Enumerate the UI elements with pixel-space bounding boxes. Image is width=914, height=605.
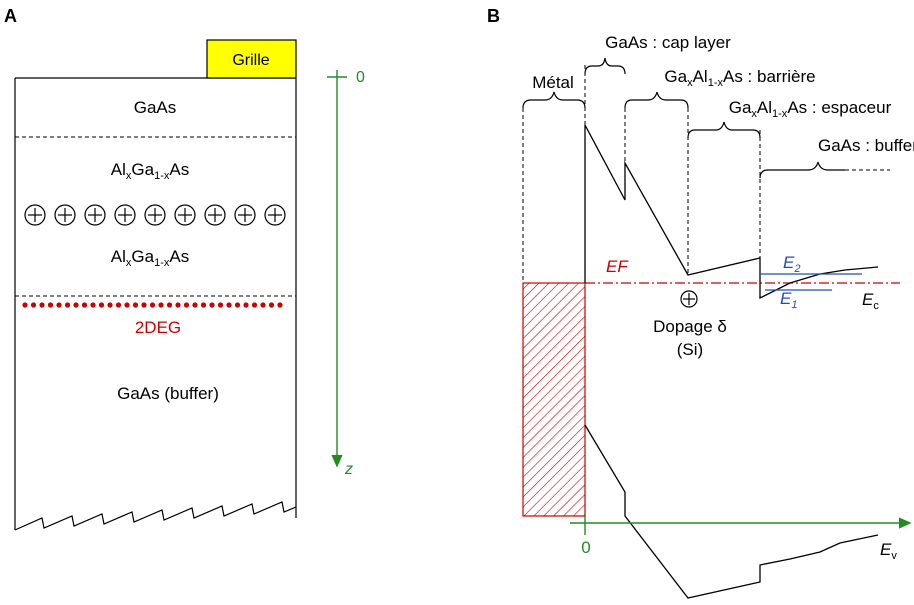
layer-gaas-cap: GaAs [134,98,177,117]
doping-label: Dopage δ [653,317,727,336]
layer-algaas-upper: AlxGa1-xAs [111,160,189,182]
z-axis-zero-label: 0 [356,69,365,86]
z-axis-label: z [344,461,353,478]
valence-band-edge [584,424,879,599]
electron-dot [98,302,105,308]
donor-ion [264,204,286,226]
electron-dot [268,302,275,308]
electron-dot [30,302,37,308]
subband-e2-label: E2 [783,253,800,275]
electron-dot [73,302,79,308]
electron-dot [141,302,147,308]
electron-dot [149,302,156,308]
barrier-label: GaxAl1-xAs : barrière [664,67,815,89]
electron-dot [56,302,62,308]
buffer-label: GaAs : buffer [818,136,914,155]
region-braces [522,57,845,179]
two-deg-dots [22,302,283,308]
donor-ion [54,204,76,226]
two-deg-label: 2DEG [135,318,181,337]
electron-dot [22,302,28,308]
layer-gaas-buffer: GaAs (buffer) [117,384,219,403]
electron-dot [158,302,164,308]
electron-dot [226,302,232,308]
layer-algaas-lower: AlxGa1-xAs [111,247,189,269]
electron-dot [47,302,54,308]
electron-dot [200,302,207,308]
region-boundaries [522,65,890,283]
donor-ion [84,204,106,226]
electron-dot [115,302,122,308]
valence-band-label: Ev [880,540,897,562]
gate-label: Grille [232,52,269,69]
cap-layer-label: GaAs : cap layer [605,33,731,52]
conduction-band-label: Ec [862,290,879,312]
donor-ion [24,204,46,226]
electron-dot [251,302,258,308]
electron-dot [277,302,283,308]
electron-dot [166,302,173,308]
delta-doping-donor [680,290,698,308]
donor-ion [174,204,196,226]
electron-dot [243,302,249,308]
donor-ion [234,204,256,226]
electron-dot [107,302,113,308]
electron-dot [175,302,181,308]
x-axis-origin-label: 0 [581,538,590,557]
electron-dot [90,302,96,308]
fermi-level-label: EF [606,257,629,276]
electron-dot [81,302,88,308]
subband-e1-label: E1 [780,289,797,311]
spacer-label: GaxAl1-xAs : espaceur [729,98,892,120]
electron-dot [183,302,190,308]
electron-dot [209,302,215,308]
ionized-donors [24,204,286,226]
electron-dot [260,302,266,308]
doping-sublabel: (Si) [677,340,703,359]
panel-a-label: A [4,6,17,26]
panel-b-label: B [487,6,500,26]
electron-dot [192,302,198,308]
electron-dot [217,302,224,308]
donor-ion [204,204,226,226]
electron-dot [39,302,45,308]
metal-filled-states [522,282,586,517]
gate-contact [206,39,297,79]
electron-dot [132,302,139,308]
electron-dot [124,302,130,308]
donor-ion [114,204,136,226]
metal-region-label: Métal [532,73,574,92]
electron-dot [234,302,241,308]
donor-ion [144,204,166,226]
electron-dot [64,302,71,308]
